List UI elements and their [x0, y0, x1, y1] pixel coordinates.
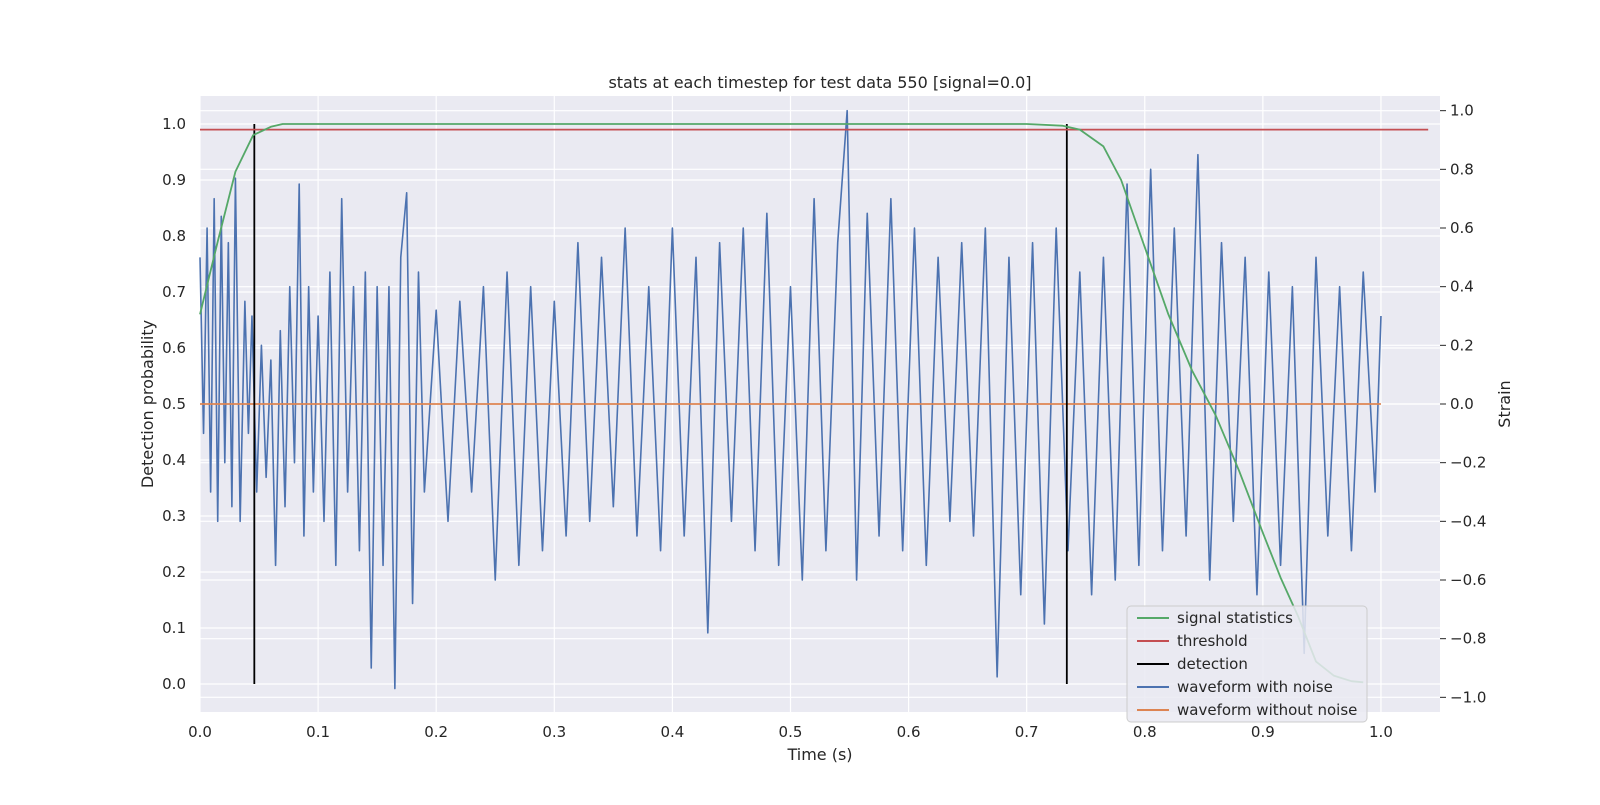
y-axis-label-left: Detection probability [138, 320, 157, 488]
y-right-tick-label-7: 0.4 [1450, 278, 1474, 296]
x-tick-label-3: 0.3 [542, 723, 566, 741]
y-left-tick-label-5: 0.5 [162, 395, 186, 413]
legend: signal statistics threshold detection wavef… [1126, 605, 1368, 723]
x-tick-label-4: 0.4 [660, 723, 684, 741]
series-layer [199, 109, 1429, 690]
legend-label-3: waveform with noise [1177, 678, 1333, 696]
y-right-tick-label-2: −0.6 [1450, 571, 1486, 589]
legend-label-0: signal statistics [1177, 609, 1293, 627]
y-right-tick-label-6: 0.2 [1450, 336, 1474, 354]
x-tick-label-5: 0.5 [779, 723, 803, 741]
y-left-tick-label-9: 0.9 [162, 171, 186, 189]
x-tick-label-1: 0.1 [306, 723, 330, 741]
x-tick-label-2: 0.2 [424, 723, 448, 741]
chart-title: stats at each timestep for test data 550… [608, 73, 1031, 92]
x-tick-label-8: 0.8 [1133, 723, 1157, 741]
y-right-tick-label-4: −0.2 [1450, 454, 1486, 472]
y-right-tick-label-5: 0.0 [1450, 395, 1474, 413]
legend-label-4: waveform without noise [1177, 701, 1357, 719]
x-tick-label-10: 1.0 [1369, 723, 1393, 741]
y-left-tick-label-10: 1.0 [162, 115, 186, 133]
y-left-tick-label-2: 0.2 [162, 563, 186, 581]
legend-label-2: detection [1177, 655, 1248, 673]
x-tick-label-9: 0.9 [1251, 723, 1275, 741]
legend-box [1126, 605, 1368, 723]
x-axis-label: Time (s) [786, 745, 852, 764]
y-right-tick-label-8: 0.6 [1450, 219, 1474, 237]
y-left-tick-label-0: 0.0 [162, 675, 186, 693]
y-left-tick-label-8: 0.8 [162, 227, 186, 245]
y-right-tick-label-1: −0.8 [1450, 630, 1486, 648]
series-line-waveform-with-noise [199, 109, 1382, 690]
y-right-tick-label-0: −1.0 [1450, 688, 1486, 706]
y-right-tick-label-3: −0.4 [1450, 512, 1486, 530]
y-axis-label-right: Strain [1495, 380, 1514, 427]
x-tick-label-7: 0.7 [1015, 723, 1039, 741]
series-line-detection [253, 124, 1068, 684]
axis-layer: 0.0 0.1 0.2 0.3 0.4 0.5 0.6 0.7 0.8 0.9 1.0 0.0 0.1 0… [162, 102, 1486, 741]
x-tick-label-6: 0.6 [897, 723, 921, 741]
series-line-signal-statistics [199, 123, 1364, 684]
x-tick-label-0: 0.0 [188, 723, 212, 741]
y-left-tick-label-1: 0.1 [162, 619, 186, 637]
y-right-tick-label-10: 1.0 [1450, 102, 1474, 120]
y-left-tick-label-7: 0.7 [162, 283, 186, 301]
y-right-tick-label-9: 0.8 [1450, 160, 1474, 178]
y-left-tick-label-4: 0.4 [162, 451, 186, 469]
y-left-tick-label-3: 0.3 [162, 507, 186, 525]
y-left-tick-label-6: 0.6 [162, 339, 186, 357]
legend-label-1: threshold [1177, 632, 1248, 650]
